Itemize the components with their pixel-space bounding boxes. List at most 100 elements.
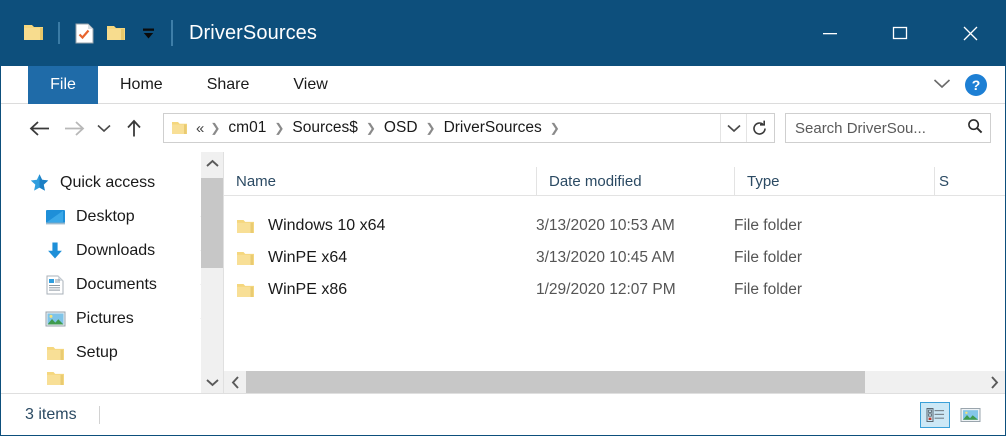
sidebar-item-label: Quick access bbox=[60, 174, 156, 191]
sidebar-item-documents[interactable]: Documents bbox=[1, 268, 223, 302]
breadcrumb-chevron-1[interactable]: ❯ bbox=[274, 121, 285, 135]
qat-separator-1 bbox=[58, 22, 60, 44]
horizontal-scrollbar-track[interactable] bbox=[246, 371, 983, 393]
breadcrumb-item-1[interactable]: Sources$ bbox=[292, 119, 358, 136]
file-name-cell[interactable]: Windows 10 x64 bbox=[224, 217, 536, 235]
window-controls bbox=[795, 0, 1005, 66]
scroll-up-icon[interactable] bbox=[201, 152, 223, 174]
refresh-icon[interactable] bbox=[746, 114, 772, 142]
file-type-cell: File folder bbox=[734, 217, 803, 234]
close-button[interactable] bbox=[935, 0, 1005, 66]
tab-view[interactable]: View bbox=[293, 76, 328, 93]
file-date-cell: 3/13/2020 10:45 AM bbox=[536, 249, 675, 266]
large-icons-view-button[interactable] bbox=[955, 402, 985, 428]
tab-file[interactable]: File bbox=[28, 66, 98, 104]
table-row[interactable]: Windows 10 x64 3/13/2020 10:53 AM File f… bbox=[224, 210, 1005, 242]
sidebar-item-label: Documents bbox=[76, 276, 157, 293]
properties-icon[interactable] bbox=[69, 16, 99, 50]
scroll-down-icon[interactable] bbox=[201, 371, 223, 393]
title-bar: DriverSources bbox=[1, 0, 1005, 66]
search-box[interactable] bbox=[785, 113, 991, 143]
sidebar-item-setup[interactable]: Setup bbox=[1, 336, 223, 370]
search-icon[interactable] bbox=[967, 118, 983, 139]
file-type-cell: File folder bbox=[734, 249, 803, 266]
status-bar: 3 items bbox=[1, 393, 1005, 435]
sidebar-item-downloads[interactable]: Downloads bbox=[1, 234, 223, 268]
file-name-cell[interactable]: WinPE x86 bbox=[224, 281, 536, 299]
file-date-cell: 3/13/2020 10:53 AM bbox=[536, 217, 675, 234]
forward-button[interactable] bbox=[57, 111, 91, 145]
folder-icon bbox=[43, 367, 67, 389]
breadcrumb-item-3[interactable]: DriverSources bbox=[443, 119, 542, 136]
window-body: Quick access Desktop bbox=[1, 152, 1005, 393]
file-list-horizontal-scrollbar[interactable] bbox=[224, 371, 1005, 393]
pictures-icon bbox=[43, 308, 67, 330]
pane-splitter[interactable] bbox=[223, 152, 224, 393]
navigation-pane: Quick access Desktop bbox=[1, 152, 223, 393]
folder-app-icon bbox=[19, 16, 49, 50]
breadcrumb-chevron-3[interactable]: ❯ bbox=[425, 121, 436, 135]
file-name-label: WinPE x86 bbox=[268, 281, 348, 298]
folder-icon bbox=[236, 218, 258, 235]
breadcrumb-chevron-4[interactable]: ❯ bbox=[549, 121, 560, 135]
file-list[interactable]: Windows 10 x64 3/13/2020 10:53 AM File f… bbox=[224, 196, 1005, 371]
file-type-cell: File folder bbox=[734, 281, 803, 298]
tab-home[interactable]: Home bbox=[120, 76, 163, 93]
folder-icon bbox=[236, 282, 258, 299]
back-button[interactable] bbox=[23, 111, 57, 145]
column-header-date-modified[interactable]: Date modified bbox=[536, 167, 734, 195]
column-headers: ⌃ Name Date modified Type S bbox=[224, 152, 1005, 196]
minimize-button[interactable] bbox=[795, 0, 865, 66]
sidebar-item-quick-access[interactable]: Quick access bbox=[1, 166, 223, 200]
view-mode-buttons bbox=[920, 401, 997, 428]
column-header-type[interactable]: Type bbox=[734, 167, 934, 195]
downloads-icon bbox=[43, 240, 67, 262]
file-date-cell: 1/29/2020 12:07 PM bbox=[536, 281, 676, 298]
up-button[interactable] bbox=[117, 111, 151, 145]
table-row[interactable]: WinPE x64 3/13/2020 10:45 AM File folder bbox=[224, 242, 1005, 274]
navigation-list: Quick access Desktop bbox=[1, 152, 223, 386]
breadcrumb-item-0[interactable]: cm01 bbox=[228, 119, 267, 136]
sidebar-item-desktop[interactable]: Desktop bbox=[1, 200, 223, 234]
breadcrumb-chevron-2[interactable]: ❯ bbox=[365, 121, 376, 135]
navigation-scrollbar-thumb[interactable] bbox=[201, 178, 223, 268]
folder-icon bbox=[43, 342, 67, 364]
navigation-scrollbar-track[interactable] bbox=[201, 174, 223, 371]
new-folder-icon[interactable] bbox=[101, 16, 131, 50]
window-title: DriverSources bbox=[189, 21, 317, 44]
documents-icon bbox=[43, 274, 67, 296]
customize-qat-icon[interactable] bbox=[133, 16, 163, 50]
breadcrumb-overflow[interactable]: « bbox=[196, 119, 205, 137]
sort-ascending-icon: ⌃ bbox=[375, 167, 384, 168]
address-bar: « ❯ cm01 ❯ Sources$ ❯ OSD ❯ DriverSource… bbox=[1, 104, 1005, 152]
column-header-name[interactable]: ⌃ Name bbox=[224, 167, 536, 195]
scroll-left-icon[interactable] bbox=[224, 371, 246, 393]
column-header-size[interactable]: S bbox=[934, 167, 954, 195]
status-separator bbox=[98, 405, 100, 424]
sidebar-item-partial[interactable] bbox=[1, 370, 223, 386]
file-list-pane: ⌃ Name Date modified Type S bbox=[224, 152, 1005, 393]
file-name-label: WinPE x64 bbox=[268, 249, 348, 266]
column-header-label: Name bbox=[236, 172, 277, 190]
breadcrumb[interactable]: « ❯ cm01 ❯ Sources$ ❯ OSD ❯ DriverSource… bbox=[163, 113, 775, 143]
breadcrumb-item-2[interactable]: OSD bbox=[383, 119, 418, 136]
breadcrumb-chevron-0[interactable]: ❯ bbox=[210, 121, 221, 135]
breadcrumb-dropdown-chevron-down-icon[interactable] bbox=[720, 114, 746, 142]
scroll-right-icon[interactable] bbox=[983, 371, 1005, 393]
details-view-button[interactable] bbox=[920, 401, 950, 428]
horizontal-scrollbar-thumb[interactable] bbox=[246, 371, 866, 393]
star-icon bbox=[27, 172, 51, 194]
column-header-label: Date modified bbox=[549, 172, 642, 190]
tab-share[interactable]: Share bbox=[206, 76, 250, 93]
recent-locations-chevron-down-icon[interactable] bbox=[91, 111, 117, 145]
navigation-scrollbar[interactable] bbox=[201, 152, 223, 393]
qat-separator-2 bbox=[171, 20, 173, 46]
sidebar-item-pictures[interactable]: Pictures bbox=[1, 302, 223, 336]
file-name-cell[interactable]: WinPE x64 bbox=[224, 249, 536, 267]
column-header-label: Type bbox=[747, 172, 780, 190]
search-input[interactable] bbox=[795, 119, 967, 137]
maximize-button[interactable] bbox=[865, 0, 935, 66]
table-row[interactable]: WinPE x86 1/29/2020 12:07 PM File folder bbox=[224, 274, 1005, 306]
expand-ribbon-chevron-down-icon[interactable] bbox=[933, 76, 951, 94]
help-icon[interactable]: ? bbox=[965, 73, 987, 96]
